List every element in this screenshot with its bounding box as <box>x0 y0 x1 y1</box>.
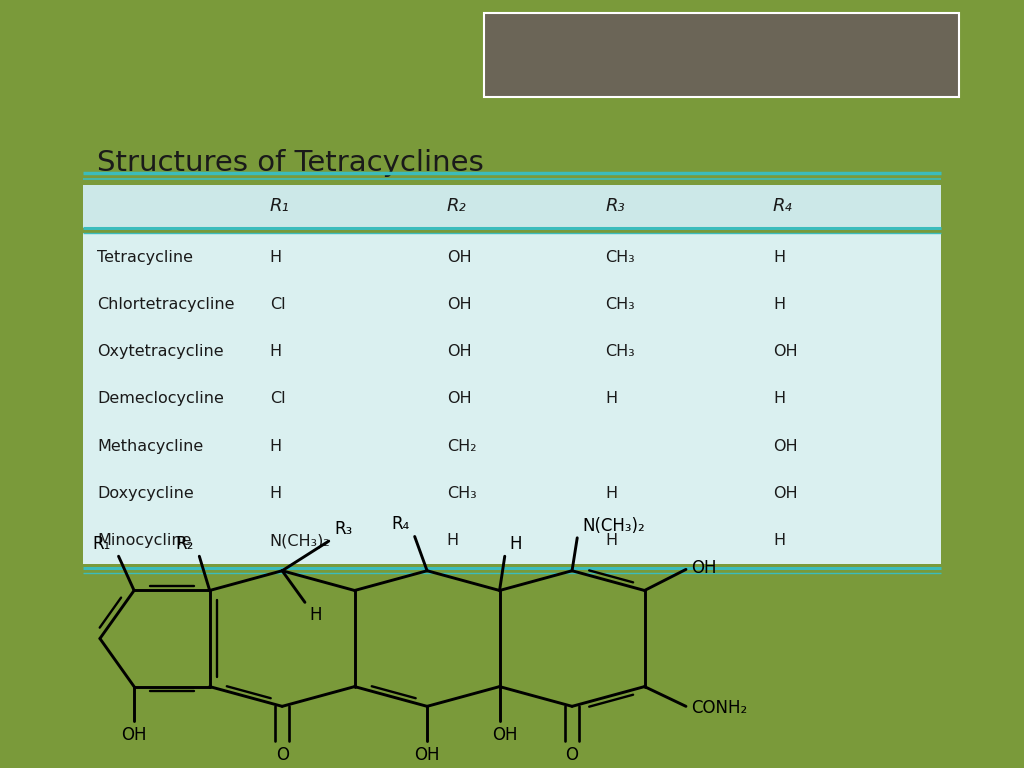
Text: H: H <box>269 250 282 265</box>
Text: H: H <box>605 486 617 501</box>
Text: H: H <box>269 486 282 501</box>
Text: Demeclocycline: Demeclocycline <box>97 392 224 406</box>
Text: R₄: R₄ <box>773 197 793 215</box>
Bar <box>83 233 941 564</box>
Text: Minocycline: Minocycline <box>97 533 191 548</box>
Text: H: H <box>509 535 521 553</box>
Text: Methacycline: Methacycline <box>97 439 204 454</box>
Text: Oxytetracycline: Oxytetracycline <box>97 344 224 359</box>
Text: H: H <box>773 297 785 312</box>
Text: H: H <box>309 606 322 624</box>
Text: Structures of Tetracyclines: Structures of Tetracyclines <box>97 149 484 177</box>
Text: H: H <box>773 392 785 406</box>
Text: R₃: R₃ <box>334 520 352 538</box>
Text: CONH₂: CONH₂ <box>691 699 748 717</box>
Text: CH₃: CH₃ <box>446 486 476 501</box>
Text: OH: OH <box>691 559 717 577</box>
Text: N(CH₃)₂: N(CH₃)₂ <box>269 533 331 548</box>
Text: OH: OH <box>415 746 440 764</box>
Text: OH: OH <box>492 726 517 744</box>
Text: H: H <box>773 250 785 265</box>
Text: O: O <box>275 746 289 764</box>
Text: Doxycycline: Doxycycline <box>97 486 195 501</box>
Text: H: H <box>773 533 785 548</box>
Text: H: H <box>605 533 617 548</box>
Text: O: O <box>565 746 579 764</box>
Text: R₂: R₂ <box>446 197 467 215</box>
Text: H: H <box>446 533 459 548</box>
Text: R₁: R₁ <box>92 535 111 553</box>
Text: Chlortetracycline: Chlortetracycline <box>97 297 234 312</box>
Text: Cl: Cl <box>269 297 286 312</box>
Text: OH: OH <box>446 250 471 265</box>
Text: OH: OH <box>121 726 146 744</box>
Bar <box>83 185 941 228</box>
Text: H: H <box>269 344 282 359</box>
Text: OH: OH <box>446 297 471 312</box>
Text: CH₃: CH₃ <box>605 250 635 265</box>
Text: OH: OH <box>446 392 471 406</box>
Text: R₃: R₃ <box>605 197 625 215</box>
Text: OH: OH <box>773 486 798 501</box>
Text: CH₂: CH₂ <box>446 439 476 454</box>
Text: OH: OH <box>446 344 471 359</box>
Text: OH: OH <box>773 439 798 454</box>
Text: H: H <box>605 392 617 406</box>
Text: Tetracycline: Tetracycline <box>97 250 194 265</box>
Text: H: H <box>269 439 282 454</box>
Text: CH₃: CH₃ <box>605 344 635 359</box>
Text: R₁: R₁ <box>269 197 290 215</box>
Text: CH₃: CH₃ <box>605 297 635 312</box>
Text: OH: OH <box>773 344 798 359</box>
Bar <box>484 13 959 97</box>
Text: Cl: Cl <box>269 392 286 406</box>
Text: R₂: R₂ <box>176 535 195 553</box>
Text: N(CH₃)₂: N(CH₃)₂ <box>583 517 645 535</box>
Text: R₄: R₄ <box>391 515 410 533</box>
